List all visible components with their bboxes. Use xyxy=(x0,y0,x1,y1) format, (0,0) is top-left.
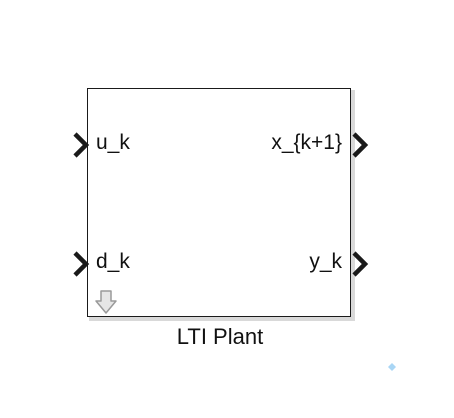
lti-plant-block[interactable]: u_k d_k x_{k+1} y_k xyxy=(87,88,351,317)
output-port-1-chevron-icon[interactable] xyxy=(351,131,369,159)
diamond-icon xyxy=(388,358,396,371)
input-port-label-1: u_k xyxy=(96,131,130,154)
down-arrow-icon xyxy=(94,289,118,315)
input-port-2-chevron-icon[interactable] xyxy=(72,250,90,278)
block-name-label[interactable]: LTI Plant xyxy=(176,324,264,349)
input-port-1-chevron-icon[interactable] xyxy=(72,131,90,159)
output-port-label-1: x_{k+1} xyxy=(271,131,342,154)
output-port-label-2: y_k xyxy=(309,250,342,273)
output-port-2-chevron-icon[interactable] xyxy=(351,250,369,278)
input-port-label-2: d_k xyxy=(96,250,130,273)
